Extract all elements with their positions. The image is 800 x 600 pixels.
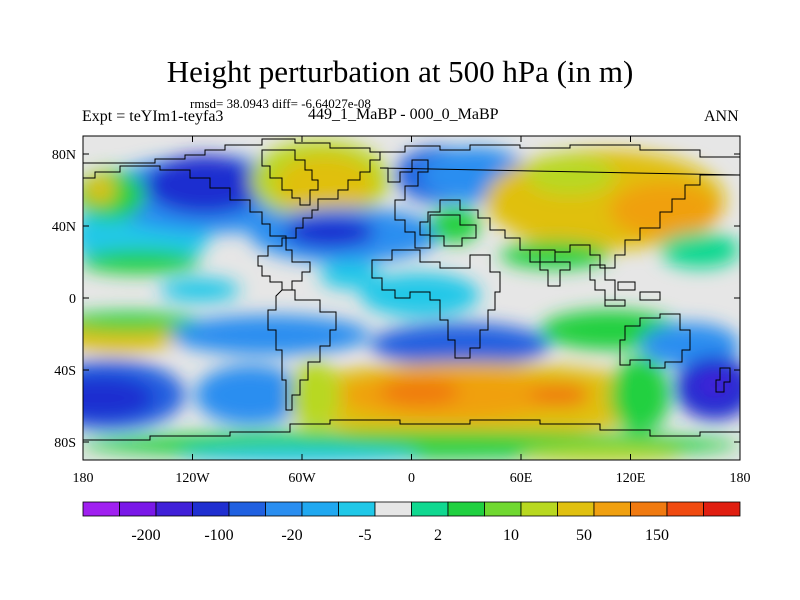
x-tick-label: 120E	[616, 471, 646, 486]
x-tick-label: 60E	[510, 471, 533, 486]
field-blob	[430, 207, 480, 243]
colorbar-label: 10	[503, 527, 519, 544]
chart-title: Height perturbation at 500 hPa (in m)	[166, 54, 634, 89]
experiment-label: Expt = teYIm1-teyfa3	[82, 108, 224, 125]
colorbar-swatch	[703, 501, 741, 517]
field-blob	[145, 155, 265, 215]
colorbar-label: 2	[434, 527, 442, 544]
coastline-greenland	[261, 149, 319, 206]
rmsd-diff-stats: rmsd= 38.0943 diff= -6.64027e-08	[190, 96, 371, 111]
x-tick-label: 180	[730, 471, 751, 486]
field-blob	[530, 383, 590, 407]
coastline-india	[529, 249, 571, 287]
colorbar-swatch	[374, 501, 412, 517]
field-blob	[285, 216, 375, 248]
coastline-australia	[619, 313, 691, 369]
colorbar-swatch	[520, 501, 558, 517]
coastline-north-america	[83, 138, 381, 291]
coastline-mediterranean	[429, 214, 477, 247]
colorbar-swatch	[265, 501, 303, 517]
field-blob	[290, 360, 340, 430]
colorbar-swatch	[228, 501, 266, 517]
field-blob	[660, 232, 740, 268]
field-blob	[525, 155, 615, 195]
colorbar-swatch	[82, 501, 120, 517]
x-tick-label: 60W	[288, 471, 316, 486]
height-field	[83, 136, 740, 460]
field-blob	[520, 447, 680, 460]
field-blob	[320, 261, 380, 289]
field-blob	[695, 371, 735, 399]
field-blob	[610, 182, 720, 238]
colorbar: -200 -100 -20 -5 2 10 50 150	[82, 501, 741, 544]
x-tick-label: 120W	[175, 471, 210, 486]
colorbar-label: 150	[645, 527, 669, 544]
field-blob	[360, 273, 480, 317]
colorbar-swatch	[630, 501, 668, 517]
x-tick-label: 0	[408, 471, 415, 486]
field-blob	[83, 376, 155, 420]
colorbar-swatch	[192, 501, 230, 517]
colorbar-swatch	[155, 501, 193, 517]
field-blob	[83, 312, 200, 332]
colorbar-swatch	[301, 501, 339, 517]
y-tick-label: 40S	[54, 364, 76, 379]
colorbar-swatch	[338, 501, 376, 517]
field-blob	[84, 176, 116, 204]
colorbar-label: -100	[204, 527, 233, 544]
y-tick-label: 80N	[52, 148, 76, 163]
y-tick-label: 80S	[54, 436, 76, 451]
colorbar-swatch	[447, 501, 485, 517]
x-tick-label: 180	[73, 471, 94, 486]
coastlines	[83, 138, 740, 441]
coastline-africa	[371, 249, 501, 359]
field-blob	[275, 155, 375, 215]
field-blob	[170, 315, 370, 355]
season-label: ANN	[704, 108, 739, 125]
field-blob	[195, 365, 305, 425]
coastline-eurasia	[379, 144, 740, 269]
colorbar-swatch	[411, 501, 449, 517]
coastline-indonesia	[604, 281, 661, 307]
field-blob	[380, 378, 460, 406]
colorbar-swatch	[557, 501, 595, 517]
axis-ticks: 180 120W 60W 0 60E 120E 180 80N 40N 0 40S 80S	[52, 136, 751, 486]
colorbar-swatch	[666, 501, 704, 517]
y-tick-label: 40N	[52, 220, 76, 235]
field-blob	[180, 447, 420, 460]
period-label: 449_1_MaBP - 000_0_MaBP	[308, 106, 499, 123]
field-blob	[160, 278, 240, 302]
coastline-south-america	[267, 289, 337, 411]
coastline-new-zealand	[715, 367, 731, 393]
field-blob	[610, 357, 670, 433]
field-blob	[83, 250, 200, 274]
colorbar-swatch	[119, 501, 157, 517]
colorbar-swatch	[593, 501, 631, 517]
colorbar-label: -5	[358, 527, 371, 544]
colorbar-label: -200	[131, 527, 160, 544]
y-tick-label: 0	[69, 292, 76, 307]
field-blob	[370, 323, 550, 367]
colorbar-label: -20	[281, 527, 302, 544]
colorbar-swatch	[484, 501, 522, 517]
coastline-antarctica	[83, 419, 740, 441]
colorbar-label: 50	[576, 527, 592, 544]
